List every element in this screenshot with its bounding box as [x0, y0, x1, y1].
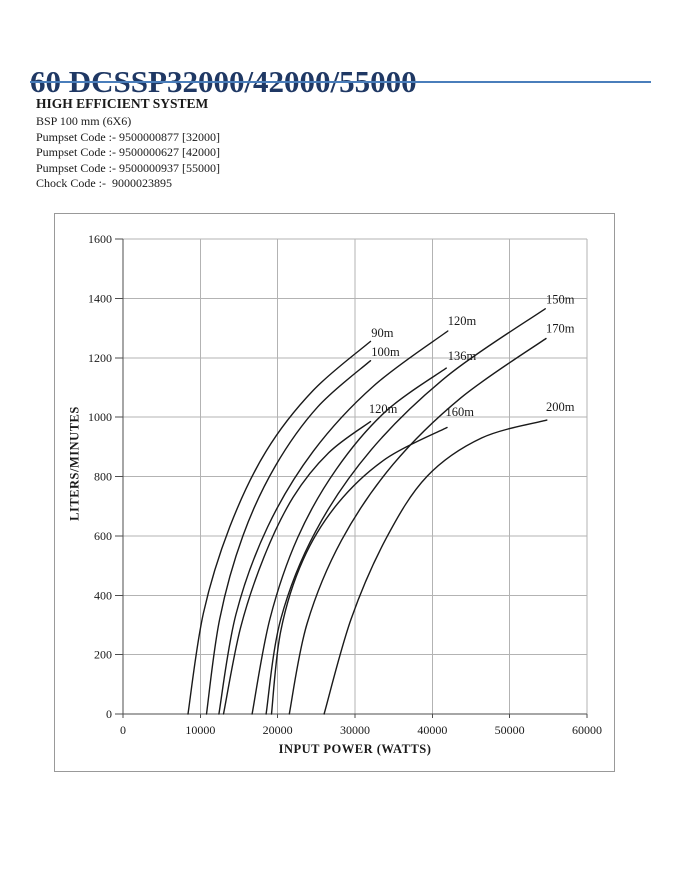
curve-label-100m-1: 100m	[371, 345, 400, 359]
curve-label-90m-0: 90m	[371, 326, 394, 340]
x-tick-label: 30000	[340, 723, 370, 737]
spec-line-bsp: BSP 100 mm (6X6)	[36, 114, 132, 128]
x-tick-label: 20000	[263, 723, 293, 737]
x-tick-label: 60000	[572, 723, 602, 737]
y-tick-label: 600	[94, 529, 112, 543]
curve-120m-2	[218, 330, 449, 715]
x-axis-title: INPUT POWER (WATTS)	[278, 742, 432, 756]
y-tick-label: 200	[94, 648, 112, 662]
curve-200m-8	[323, 419, 548, 715]
x-tick-label: 10000	[185, 723, 215, 737]
y-tick-label: 400	[94, 588, 112, 602]
curve-90m-0	[187, 340, 372, 715]
pump-performance-chart: 0 200 400 600 800 1000 1200 1400 1600 0 10000 20000…	[54, 213, 615, 772]
y-tick-label: 0	[106, 707, 112, 721]
curve-label-150m-5: 150m	[546, 293, 575, 307]
curve-150m-5	[265, 308, 546, 715]
y-tick-label: 1600	[88, 232, 112, 246]
curve-label-136m-4: 136m	[448, 349, 477, 363]
curve-136m-4	[251, 367, 447, 715]
curve-label-120m-3: 120m	[369, 402, 398, 416]
spec-line-pumpset-55000: Pumpset Code :- 9500000937 [55000]	[36, 160, 220, 175]
spec-line-pumpset-42000: Pumpset Code :- 9500000627 [42000]	[36, 145, 220, 159]
title-rule-divider	[30, 81, 651, 83]
y-tick-label: 800	[94, 470, 112, 484]
chart-canvas: 0 200 400 600 800 1000 1200 1400 1600 0 10000 20000…	[88, 232, 602, 737]
x-tick-label: 50000	[495, 723, 525, 737]
spec-block: HIGH EFFICIENT SYSTEM BSP 100 mm (6X6) P…	[36, 96, 220, 192]
x-tick-label: 40000	[417, 723, 447, 737]
curve-label-120m-2: 120m	[448, 314, 477, 328]
spec-line-pumpset-32000: Pumpset Code :- 9500000877 [32000]	[36, 129, 220, 144]
x-tick-label: 0	[120, 723, 126, 737]
curve-120m-3	[222, 420, 372, 715]
curve-160m-6	[270, 426, 448, 715]
y-tick-label: 1000	[88, 410, 112, 424]
spec-line-chock-code: Chock Code :- 9000023895	[36, 176, 172, 190]
curve-170m-7	[288, 337, 547, 715]
y-axis-title: LITERS/MINUTES	[67, 406, 82, 521]
curve-100m-1	[205, 360, 372, 715]
curve-label-170m-7: 170m	[546, 321, 575, 335]
y-tick-label: 1200	[88, 351, 112, 365]
system-heading: HIGH EFFICIENT SYSTEM	[36, 96, 209, 111]
curve-label-160m-6: 160m	[445, 405, 474, 419]
curve-label-200m-8: 200m	[546, 400, 575, 414]
y-tick-label: 1400	[88, 291, 112, 305]
